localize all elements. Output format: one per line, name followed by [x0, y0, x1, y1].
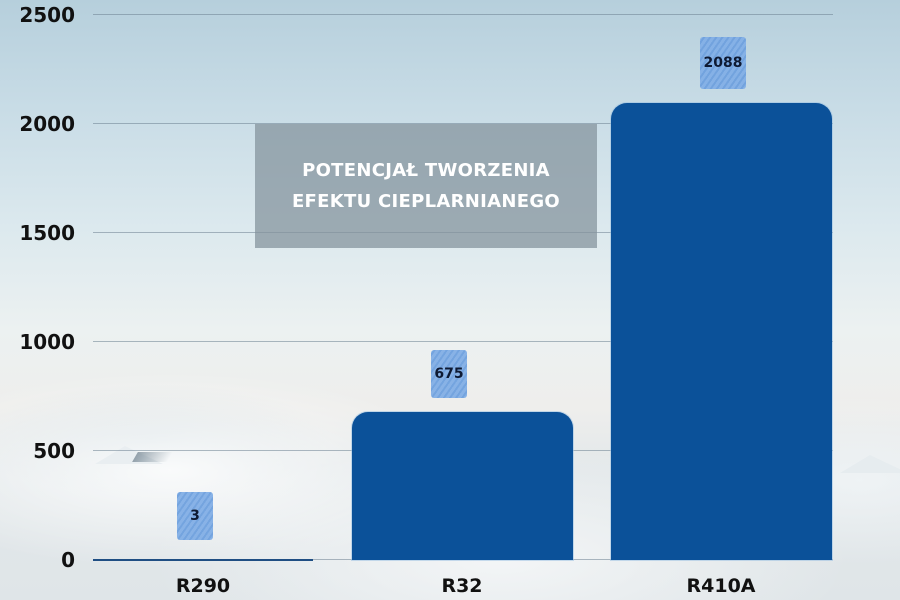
y-tick-label: 1500 [19, 221, 75, 245]
y-tick-label: 500 [33, 439, 75, 463]
y-tick-label: 2000 [19, 112, 75, 136]
chart-title-line-1: POTENCJAŁ TWORZENIA [302, 160, 550, 181]
bar-r410a [611, 103, 832, 560]
bar-r290-baseline [93, 559, 313, 561]
gridline-1000 [93, 341, 833, 342]
gridline-2000 [93, 123, 833, 124]
data-label-r32: 675 [431, 350, 467, 398]
chart-title-line-2: EFEKTU CIEPLARNIANEGO [291, 191, 561, 212]
x-category-label: R32 [441, 575, 483, 597]
mountain-shadow-decoration [132, 452, 173, 462]
y-tick-label: 2500 [19, 3, 75, 27]
y-tick-label: 1000 [19, 330, 75, 354]
gridline-2500 [93, 14, 833, 15]
mountain-peak-decoration [840, 455, 900, 473]
bar-r32 [352, 412, 573, 560]
x-category-label: R410A [686, 575, 756, 597]
chart-title-box: POTENCJAŁ TWORZENIA EFEKTU CIEPLARNIANEG… [255, 124, 597, 248]
y-tick-label: 0 [61, 548, 75, 572]
data-label-r290: 3 [177, 492, 213, 540]
x-category-label: R290 [175, 575, 231, 597]
data-label-r410a: 2088 [700, 37, 746, 89]
